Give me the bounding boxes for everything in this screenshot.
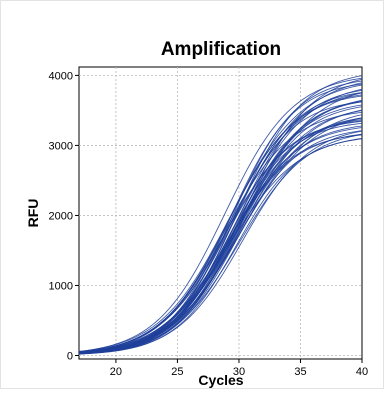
y-tick-label: 2000: [49, 210, 73, 222]
x-tick-label: 25: [171, 366, 183, 378]
x-axis-label: Cycles: [198, 372, 243, 388]
amplification-curve: [78, 77, 363, 352]
chart-title: Amplification: [161, 39, 281, 60]
amplification-curve: [78, 82, 363, 353]
x-tick-label: 30: [233, 366, 245, 378]
x-axis: 20 25 30 35 40: [110, 359, 368, 378]
y-tick-label: 4000: [49, 70, 73, 82]
x-tick-label: 35: [294, 366, 306, 378]
amplification-curves: [78, 75, 363, 355]
amplification-curve: [78, 75, 363, 354]
amplification-curve: [78, 83, 363, 354]
amplification-curve: [78, 88, 363, 354]
x-tick-label: 40: [356, 366, 368, 378]
y-axis: 0 1000 2000 3000 4000: [49, 70, 79, 362]
x-tick-label: 20: [110, 366, 122, 378]
y-tick-label: 3000: [49, 140, 73, 152]
grid-lines: [79, 67, 362, 359]
plot-area: [78, 66, 363, 360]
amplification-curve: [78, 101, 363, 355]
y-tick-label: 0: [67, 350, 73, 362]
y-tick-label: 1000: [49, 280, 73, 292]
y-axis-label: RFU: [25, 199, 41, 228]
amplification-curve: [78, 78, 363, 354]
